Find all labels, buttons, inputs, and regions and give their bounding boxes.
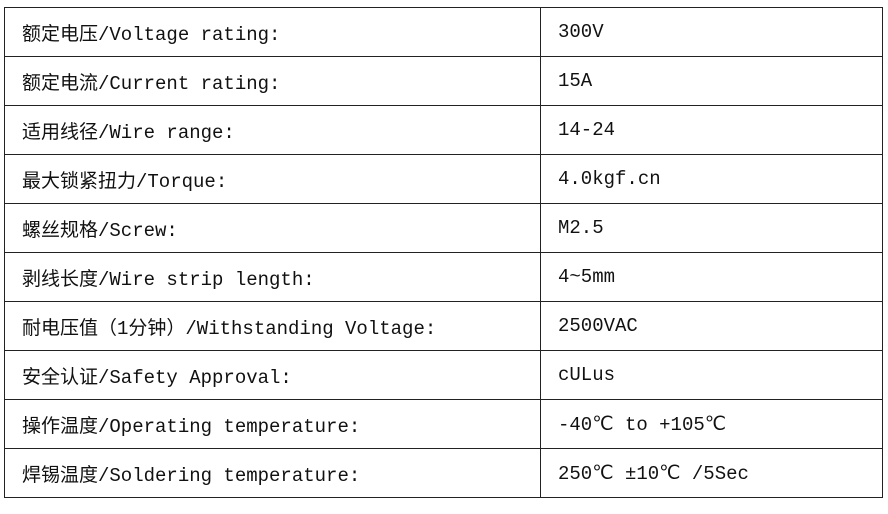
table-row: 额定电流/Current rating: 15A xyxy=(4,56,883,106)
spec-label: 螺丝规格/Screw: xyxy=(4,203,541,253)
spec-value: 4.0kgf.cn xyxy=(540,154,883,204)
spec-value: -40℃ to +105℃ xyxy=(540,399,883,449)
spec-label: 额定电压/Voltage rating: xyxy=(4,7,541,57)
spec-label: 最大锁紧扭力/Torque: xyxy=(4,154,541,204)
table-row: 螺丝规格/Screw: M2.5 xyxy=(4,203,883,253)
table-row: 最大锁紧扭力/Torque: 4.0kgf.cn xyxy=(4,154,883,204)
spec-table: 额定电压/Voltage rating: 300V 额定电流/Current rat… xyxy=(4,7,883,498)
spec-value: M2.5 xyxy=(540,203,883,253)
spec-label: 操作温度/Operating temperature: xyxy=(4,399,541,449)
spec-value: 250℃ ±10℃ /5Sec xyxy=(540,448,883,498)
spec-label: 剥线长度/Wire strip length: xyxy=(4,252,541,302)
table-row: 焊锡温度/Soldering temperature: 250℃ ±10℃ /5S… xyxy=(4,448,883,498)
spec-value: 15A xyxy=(540,56,883,106)
spec-label: 适用线径/Wire range: xyxy=(4,105,541,155)
spec-value: cULus xyxy=(540,350,883,400)
spec-label: 安全认证/Safety Approval: xyxy=(4,350,541,400)
spec-label: 耐电压值（1分钟）/Withstanding Voltage: xyxy=(4,301,541,351)
table-row: 剥线长度/Wire strip length: 4~5mm xyxy=(4,252,883,302)
spec-label: 焊锡温度/Soldering temperature: xyxy=(4,448,541,498)
table-row: 操作温度/Operating temperature: -40℃ to +105℃ xyxy=(4,399,883,449)
spec-table-body: 额定电压/Voltage rating: 300V 额定电流/Current rat… xyxy=(4,7,883,498)
spec-value: 2500VAC xyxy=(540,301,883,351)
spec-label: 额定电流/Current rating: xyxy=(4,56,541,106)
spec-value: 14-24 xyxy=(540,105,883,155)
table-row: 安全认证/Safety Approval: cULus xyxy=(4,350,883,400)
table-row: 适用线径/Wire range: 14-24 xyxy=(4,105,883,155)
table-row: 耐电压值（1分钟）/Withstanding Voltage: 2500VAC xyxy=(4,301,883,351)
table-row: 额定电压/Voltage rating: 300V xyxy=(4,7,883,57)
spec-value: 300V xyxy=(540,7,883,57)
spec-value: 4~5mm xyxy=(540,252,883,302)
